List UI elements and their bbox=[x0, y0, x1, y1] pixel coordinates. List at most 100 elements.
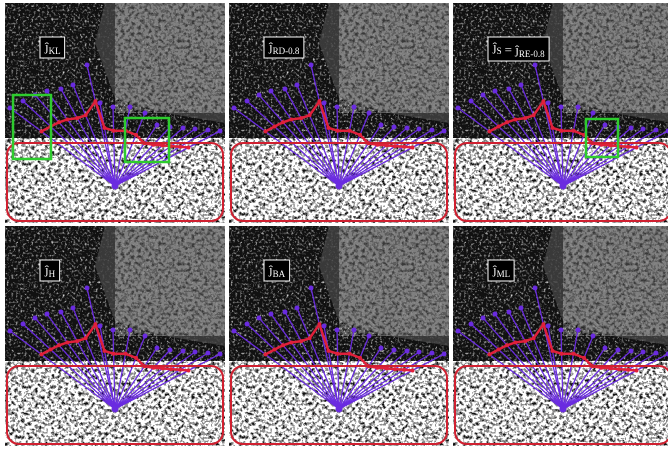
ray-end bbox=[21, 322, 26, 327]
contour-point bbox=[617, 367, 621, 371]
ray-end bbox=[641, 127, 646, 132]
contour-point bbox=[488, 129, 492, 133]
ray-end bbox=[417, 127, 422, 132]
ray-end bbox=[469, 99, 474, 104]
ray-end bbox=[405, 126, 410, 131]
label-symbol: = ĵ bbox=[505, 42, 520, 57]
ray-end bbox=[559, 328, 564, 333]
ray-end bbox=[603, 123, 608, 128]
ray-end bbox=[218, 352, 223, 357]
ray-end bbox=[59, 87, 64, 92]
ray-end bbox=[335, 105, 340, 110]
contour-point bbox=[505, 120, 509, 124]
contour-point bbox=[75, 116, 79, 120]
ray-end bbox=[206, 351, 211, 356]
contour-point bbox=[626, 145, 630, 149]
contour-point bbox=[40, 352, 44, 356]
ray-end bbox=[45, 89, 50, 94]
ray-end bbox=[591, 334, 596, 339]
label-subscript: BA bbox=[273, 269, 286, 279]
label-subscript: H bbox=[49, 269, 56, 279]
contour-point bbox=[488, 352, 492, 356]
ray-end bbox=[283, 310, 288, 315]
ray-end bbox=[257, 93, 262, 98]
panel: ĵKL bbox=[5, 3, 225, 223]
contour-point bbox=[124, 352, 128, 356]
ray-end bbox=[507, 310, 512, 315]
ray-end bbox=[71, 83, 76, 88]
ray-end bbox=[481, 316, 486, 321]
ray-end bbox=[295, 306, 300, 311]
contour-point bbox=[523, 116, 527, 120]
contour-point bbox=[112, 129, 116, 133]
label-subscript: RE-0.8 bbox=[519, 49, 545, 59]
panel: ĵRD-0.8 bbox=[229, 3, 449, 223]
ray-end bbox=[295, 83, 300, 88]
ray-center bbox=[560, 183, 567, 190]
contour-point bbox=[49, 348, 53, 352]
contour-point bbox=[393, 367, 397, 371]
contour-point bbox=[65, 341, 69, 345]
ray-end bbox=[309, 286, 314, 291]
ray-end bbox=[654, 128, 659, 133]
ray-end bbox=[392, 125, 397, 130]
ray-end bbox=[128, 328, 133, 333]
ray-end bbox=[283, 87, 288, 92]
contour-point bbox=[635, 146, 639, 150]
label-subscript: ML bbox=[497, 269, 511, 279]
ray-end bbox=[507, 87, 512, 92]
contour-point bbox=[572, 129, 576, 133]
contour-point bbox=[273, 348, 277, 352]
panel: ĵML bbox=[453, 226, 668, 446]
contour-point bbox=[541, 99, 545, 103]
ray-end bbox=[456, 106, 461, 111]
contour-point bbox=[541, 322, 545, 326]
contour-point bbox=[336, 129, 340, 133]
panel: ĵS= ĵRE-0.8 bbox=[453, 3, 668, 223]
contour-point bbox=[75, 339, 79, 343]
ray-end bbox=[335, 328, 340, 333]
contour-point bbox=[178, 368, 182, 372]
contour-point bbox=[57, 120, 61, 124]
contour-point bbox=[93, 322, 97, 326]
contour-point bbox=[327, 126, 331, 130]
ray-end bbox=[206, 128, 211, 133]
ray-end bbox=[629, 126, 634, 131]
ray-end bbox=[654, 351, 659, 356]
contour-point bbox=[635, 369, 639, 373]
ray-end bbox=[405, 349, 410, 354]
ray-end bbox=[155, 346, 160, 351]
ray-end bbox=[98, 101, 103, 106]
contour-point bbox=[299, 339, 303, 343]
contour-point bbox=[169, 367, 173, 371]
ray-end bbox=[309, 63, 314, 68]
ray-end bbox=[576, 328, 581, 333]
ray-end bbox=[559, 105, 564, 110]
ray-end bbox=[519, 306, 524, 311]
contour-point bbox=[281, 343, 285, 347]
ray-end bbox=[59, 310, 64, 315]
ray-end bbox=[269, 89, 274, 94]
contour-point bbox=[358, 133, 362, 137]
contour-point bbox=[358, 356, 362, 360]
contour-point bbox=[513, 341, 517, 345]
contour-point bbox=[134, 356, 138, 360]
contour-point bbox=[317, 99, 321, 103]
contour-point bbox=[572, 352, 576, 356]
ray-end bbox=[45, 312, 50, 317]
ray-end bbox=[352, 328, 357, 333]
ray-end bbox=[493, 89, 498, 94]
ray-end bbox=[193, 350, 198, 355]
contour-point bbox=[84, 113, 88, 117]
ray-end bbox=[442, 352, 447, 357]
ray-end bbox=[269, 312, 274, 317]
ray-end bbox=[85, 63, 90, 68]
contour-point bbox=[65, 118, 69, 122]
ray-end bbox=[245, 322, 250, 327]
ray-end bbox=[546, 101, 551, 106]
contour-point bbox=[134, 133, 138, 137]
ray-end bbox=[616, 348, 621, 353]
ray-end bbox=[245, 99, 250, 104]
panel: ĵBA bbox=[229, 226, 449, 446]
contour-point bbox=[497, 348, 501, 352]
